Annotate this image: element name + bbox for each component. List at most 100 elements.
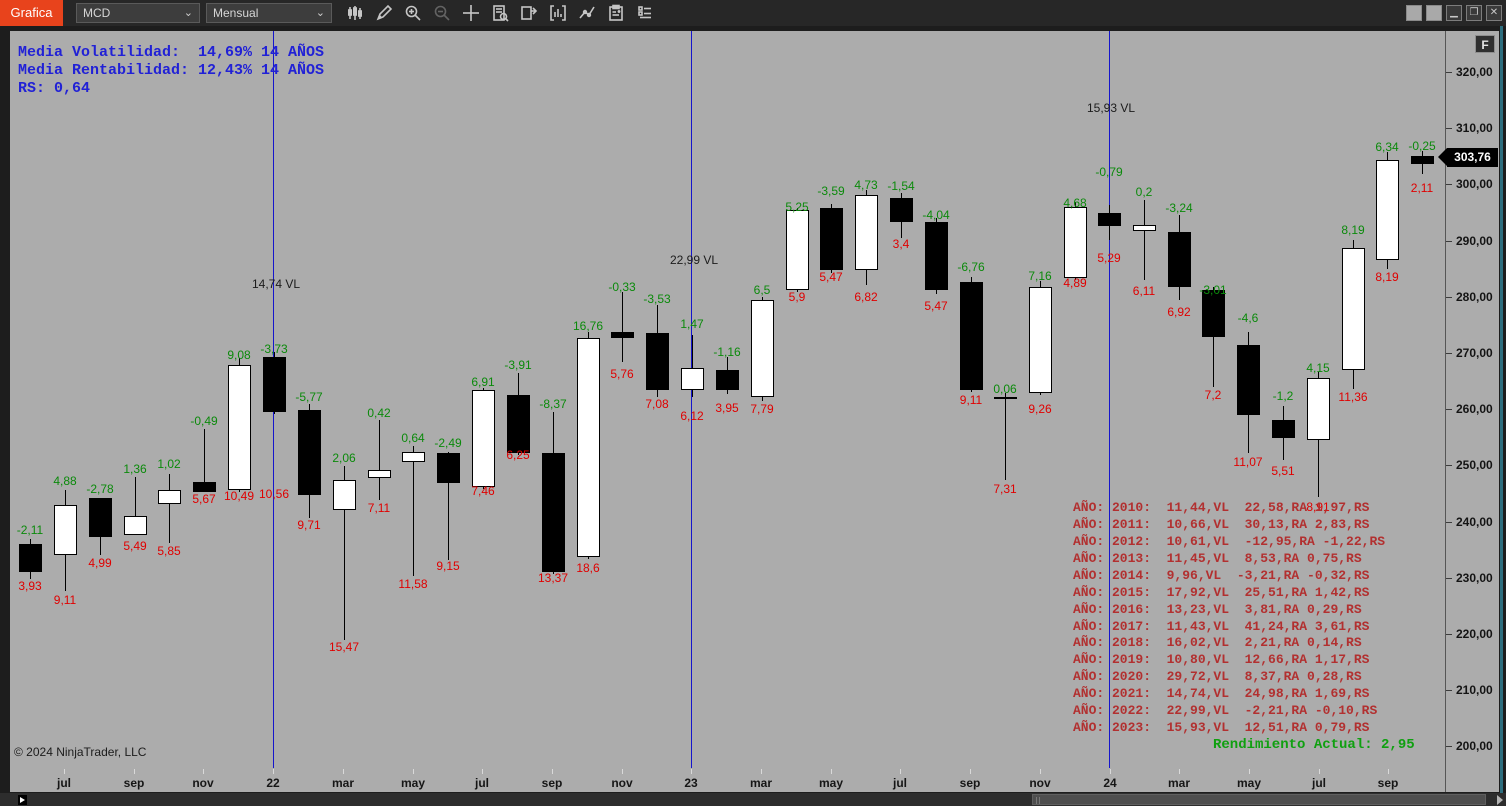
scroll-right-arrow-icon[interactable] (1497, 795, 1503, 805)
yearly-stats-row: AÑO: 2015: 17,92,VL 25,51,RA 1,42,RS (1073, 584, 1370, 600)
yearly-stats-row: AÑO: 2022: 22,99,VL -2,21,RA -0,10,RS (1073, 703, 1378, 719)
candle-return-label: 4,15 (1306, 361, 1330, 375)
time-axis-label: 22 (266, 776, 280, 790)
minimize-button[interactable]: ▁ (1446, 5, 1462, 21)
zoom-in-icon[interactable] (402, 2, 424, 24)
candle-wick (168, 474, 170, 543)
candle-volatility-label: 9,26 (1028, 402, 1052, 416)
scroll-home-marker[interactable] (18, 795, 27, 805)
candle-return-label: -0,25 (1408, 139, 1436, 153)
candle-body (333, 480, 356, 510)
strategy-icon[interactable] (605, 2, 627, 24)
price-axis-label: 260,00 (1456, 402, 1493, 416)
chart-type-icon[interactable] (344, 2, 366, 24)
time-axis-tick (970, 769, 971, 774)
time-axis-label: sep (123, 776, 145, 790)
time-axis-tick (273, 769, 274, 774)
time-axis-tick (343, 769, 344, 774)
candle-body (751, 300, 774, 397)
time-axis-label: jul (893, 776, 907, 790)
candle-body (1202, 290, 1225, 337)
toolbar (344, 2, 656, 24)
properties-list-icon[interactable] (634, 2, 656, 24)
price-axis-label: 200,00 (1456, 739, 1493, 753)
candle-body (1272, 420, 1295, 438)
candle-return-label: 1,47 (680, 317, 704, 331)
volatility-summary-line: Media Rentabilidad: 12,43% 14 AÑOS (18, 62, 325, 79)
candle-body (298, 410, 321, 495)
time-axis-label: may (1236, 776, 1262, 790)
candle-return-label: -3,24 (1165, 201, 1193, 215)
price-axis-border (1445, 31, 1446, 792)
maximize-button[interactable]: ❐ (1466, 5, 1482, 21)
report-icon[interactable] (489, 2, 511, 24)
candle-body (820, 208, 843, 270)
yearly-stats-row: AÑO: 2012: 10,61,VL -12,95,RA -1,22,RS (1073, 533, 1386, 549)
last-price-marker: 303,76 (1438, 148, 1498, 167)
candle-body (1376, 160, 1399, 260)
draw-pencil-icon[interactable] (373, 2, 395, 24)
candle-body (89, 498, 112, 537)
time-axis-tick (482, 769, 483, 774)
time-axis-tick (1388, 769, 1389, 774)
candle-body (54, 505, 77, 555)
price-axis-tick (1446, 465, 1452, 466)
horizontal-scrollbar[interactable] (0, 793, 1506, 806)
yearly-stats-row: AÑO: 2021: 14,74,VL 24,98,RA 1,69,RS (1073, 686, 1370, 702)
price-axis-label: 290,00 (1456, 234, 1493, 248)
candle-volatility-label: 5,9 (788, 290, 806, 304)
zoom-out-icon[interactable] (431, 2, 453, 24)
candle-volatility-label: 7,46 (471, 484, 495, 498)
candle-wick (378, 420, 380, 500)
candle-volatility-label: 7,08 (645, 397, 669, 411)
candle-wick (621, 292, 623, 362)
candle-body (1237, 345, 1260, 415)
yearly-stats-row: AÑO: 2018: 16,02,VL 2,21,RA 0,14,RS (1073, 635, 1362, 651)
price-axis-tick (1446, 128, 1452, 129)
period-dropdown-value: Mensual (213, 6, 259, 20)
candle-return-label: 0,64 (401, 431, 425, 445)
candle-volatility-label: 13,37 (537, 571, 569, 585)
price-axis-tick (1446, 578, 1452, 579)
candle-volatility-label: 4,99 (88, 556, 112, 570)
candle-return-label: -5,77 (295, 390, 323, 404)
candle-body (1168, 232, 1191, 287)
price-axis-tick (1446, 690, 1452, 691)
maximize-icon: ❐ (1469, 7, 1479, 18)
candle-volatility-label: 18,6 (576, 561, 600, 575)
period-dropdown[interactable]: Mensual ⌄ (206, 3, 332, 23)
candle-volatility-label: 5,47 (819, 270, 843, 284)
close-button[interactable]: ✕ (1486, 5, 1502, 21)
candle-return-label: -0,49 (190, 414, 218, 428)
price-axis-tick (1446, 634, 1452, 635)
candle-wick (412, 446, 414, 576)
yearly-stats-row: AÑO: 2019: 10,80,VL 12,66,RA 1,17,RS (1073, 652, 1370, 668)
candle-wick (1004, 393, 1006, 480)
candle-body (368, 470, 391, 478)
candle-body (507, 395, 530, 453)
candle-body (611, 332, 634, 338)
crosshair-icon[interactable] (460, 2, 482, 24)
candle-volatility-label: 11,07 (1233, 455, 1263, 469)
price-axis-tick (1446, 241, 1452, 242)
yearly-stats-row: AÑO: 2017: 11,43,VL 41,24,RA 3,61,RS (1073, 618, 1370, 634)
time-axis-label: 23 (684, 776, 698, 790)
candle-body (855, 195, 878, 270)
candle-volatility-label: 5,85 (157, 544, 181, 558)
candle-body (1098, 213, 1121, 226)
candle-return-label: 9,08 (227, 348, 251, 362)
line-tool-icon[interactable] (576, 2, 598, 24)
data-box-icon[interactable] (518, 2, 540, 24)
yearly-stats-row: AÑO: 2011: 10,66,VL 30,13,RA 2,83,RS (1073, 516, 1370, 532)
scrollbar-thumb[interactable] (1032, 794, 1486, 805)
fixed-scale-button[interactable]: F (1475, 35, 1495, 53)
candle-return-label: -3,73 (260, 342, 288, 356)
titlebar-blank-button[interactable] (1426, 5, 1442, 21)
yearly-stats-row: AÑO: 2010: 11,44,VL 22,58,RA 1,97,RS (1073, 500, 1370, 515)
instrument-dropdown[interactable]: MCD ⌄ (76, 3, 200, 23)
candle-body (681, 368, 704, 390)
titlebar-blank-button[interactable] (1406, 5, 1422, 21)
indicator-panel-icon[interactable] (547, 2, 569, 24)
tab-grafica[interactable]: Grafica (0, 0, 63, 26)
chart-area[interactable]: F 303,76 © 2024 NinjaTrader, LLC -2,11 3,… (10, 31, 1499, 792)
